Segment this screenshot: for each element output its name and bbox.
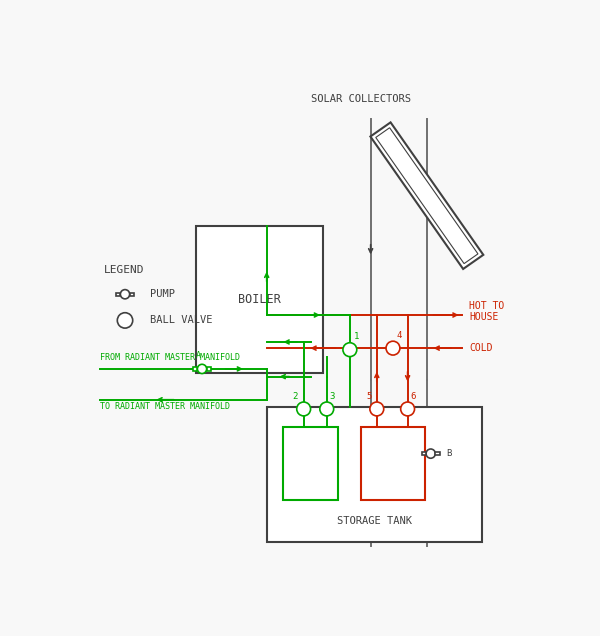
Bar — [130, 293, 134, 296]
Bar — [422, 452, 426, 455]
Text: 1: 1 — [354, 332, 359, 341]
Text: TO RADIANT MASTER MANIFOLD: TO RADIANT MASTER MANIFOLD — [100, 402, 230, 411]
Circle shape — [343, 343, 357, 357]
Text: HOT TO: HOT TO — [469, 301, 505, 311]
Polygon shape — [370, 122, 484, 269]
Text: PUMP: PUMP — [149, 289, 175, 299]
Text: SOLAR COLLECTORS: SOLAR COLLECTORS — [311, 94, 412, 104]
Text: A: A — [196, 351, 200, 360]
Text: LEGEND: LEGEND — [103, 265, 144, 275]
Bar — [283, 427, 338, 500]
Circle shape — [197, 364, 206, 373]
Text: HEAT: HEAT — [300, 453, 322, 462]
Circle shape — [118, 313, 133, 328]
Bar — [436, 452, 440, 455]
Polygon shape — [376, 128, 478, 263]
Text: B: B — [446, 449, 451, 458]
Text: BOILER: BOILER — [238, 293, 281, 306]
Bar — [196, 226, 323, 373]
Circle shape — [370, 402, 384, 416]
Text: FROM RADIANT MASTER MANIFOLD: FROM RADIANT MASTER MANIFOLD — [100, 354, 239, 363]
Text: 2: 2 — [292, 392, 298, 401]
Bar — [206, 367, 211, 371]
Bar — [361, 427, 425, 500]
Circle shape — [386, 341, 400, 355]
Circle shape — [426, 449, 436, 459]
Circle shape — [320, 402, 334, 416]
Circle shape — [121, 289, 130, 299]
Text: 3: 3 — [329, 392, 334, 401]
Text: STORAGE TANK: STORAGE TANK — [337, 516, 412, 525]
Text: EXCHANGER 2: EXCHANGER 2 — [368, 462, 418, 472]
Text: EXCHANGER 1: EXCHANGER 1 — [285, 462, 336, 472]
Bar — [266, 408, 482, 542]
Text: HOUSE: HOUSE — [469, 312, 499, 322]
Text: BALL VALVE: BALL VALVE — [149, 315, 212, 326]
Circle shape — [401, 402, 415, 416]
Circle shape — [297, 402, 311, 416]
Text: HEAT: HEAT — [382, 453, 404, 462]
Bar — [116, 293, 121, 296]
Text: 6: 6 — [410, 392, 415, 401]
Bar — [193, 367, 197, 371]
Text: COLD: COLD — [469, 343, 493, 353]
Text: 4: 4 — [397, 331, 402, 340]
Text: 5: 5 — [366, 392, 371, 401]
